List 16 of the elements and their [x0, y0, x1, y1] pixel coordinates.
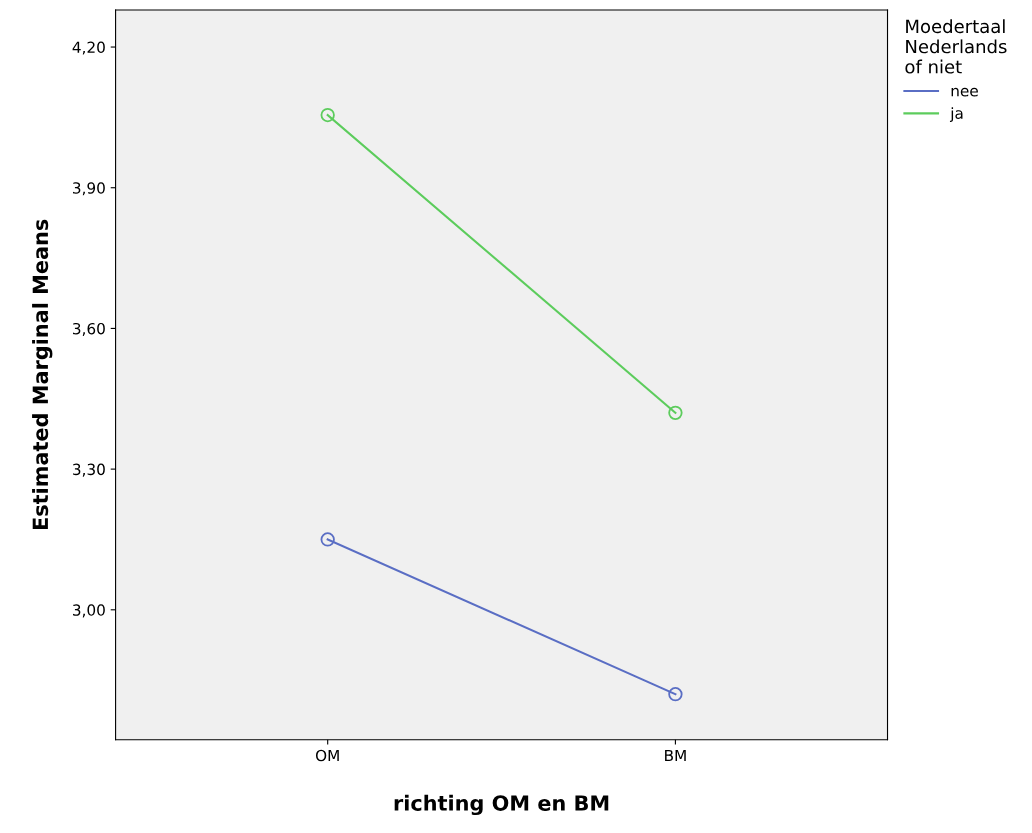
y-tick-label: 3,60 — [73, 322, 105, 336]
y-tick-label: 3,00 — [73, 604, 105, 618]
x-tick-label: BM — [665, 749, 686, 762]
point — [320, 107, 335, 123]
legend-title: Moedertaal Nederlands of niet — [905, 19, 1007, 74]
y-tick-label: 4,20 — [72, 41, 105, 55]
y-tick-label: 3,90 — [73, 182, 105, 196]
y-axis-title: Estimated Marginal Means — [32, 219, 53, 530]
y-tick-label: 3,30 — [73, 463, 105, 477]
point — [668, 687, 683, 702]
x-tick-label: OM — [315, 749, 339, 762]
legend-label: nee — [951, 87, 978, 97]
legend-label: ja — [949, 107, 963, 122]
point — [668, 405, 683, 420]
point — [320, 532, 335, 547]
x-axis-title: richting OM en BM — [394, 794, 609, 816]
